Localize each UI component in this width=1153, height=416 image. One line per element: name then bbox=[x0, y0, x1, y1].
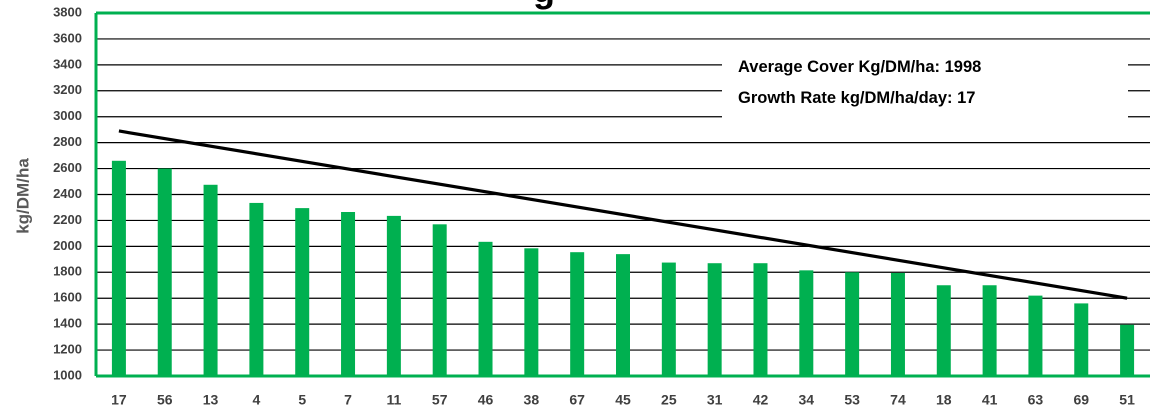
x-tick-label: 41 bbox=[982, 392, 998, 408]
plot-frame bbox=[94, 11, 1150, 378]
y-tick-label: 2000 bbox=[53, 238, 82, 253]
y-tick-label: 1600 bbox=[53, 290, 82, 305]
x-tick-label: 18 bbox=[936, 392, 952, 408]
bar bbox=[799, 270, 814, 376]
bar bbox=[295, 208, 310, 376]
chart-title-area: g bbox=[533, 0, 555, 10]
bar bbox=[753, 263, 768, 376]
x-tick-label: 57 bbox=[432, 392, 448, 408]
y-tick-label: 1400 bbox=[53, 316, 82, 331]
x-tick-label: 56 bbox=[157, 392, 173, 408]
bar bbox=[1120, 324, 1135, 376]
y-tick-label: 3600 bbox=[53, 30, 82, 45]
bar bbox=[570, 252, 585, 376]
bar bbox=[478, 241, 493, 376]
bar bbox=[707, 263, 722, 376]
bars bbox=[111, 160, 1135, 376]
bar bbox=[157, 168, 172, 376]
y-tick-label: 1200 bbox=[53, 342, 82, 357]
y-tick-label: 2400 bbox=[53, 186, 82, 201]
y-tick-label: 3000 bbox=[53, 108, 82, 123]
x-tick-label: 5 bbox=[298, 392, 306, 408]
x-tick-label: 67 bbox=[569, 392, 585, 408]
x-tick-label: 63 bbox=[1028, 392, 1044, 408]
x-tick-label: 4 bbox=[252, 392, 260, 408]
y-tick-label: 3400 bbox=[53, 56, 82, 71]
y-axis-label: kg/DM/ha bbox=[13, 158, 32, 234]
bar bbox=[249, 202, 264, 376]
x-tick-labels: 17 56 13 4 5 7 11 57 46 38 67 45 25 31 42 34 53 74 18 41 63 6… bbox=[111, 392, 1135, 408]
bar bbox=[890, 272, 905, 376]
x-tick-label: 17 bbox=[111, 392, 127, 408]
x-tick-label: 69 bbox=[1073, 392, 1089, 408]
trendline-layer bbox=[118, 129, 1128, 300]
y-tick-label: 3200 bbox=[53, 82, 82, 97]
y-tick-label: 2600 bbox=[53, 160, 82, 175]
bar bbox=[386, 215, 401, 376]
x-tick-label: 53 bbox=[844, 392, 860, 408]
bar bbox=[845, 272, 860, 376]
y-tick-labels: 1000 1200 1400 1600 1800 2000 2200 2400 2600 2800… bbox=[53, 4, 82, 382]
x-tick-label: 31 bbox=[707, 392, 723, 408]
bar bbox=[111, 160, 126, 376]
chart-title-fragment: g bbox=[533, 0, 555, 10]
x-tick-label: 11 bbox=[386, 392, 401, 408]
x-tick-label: 74 bbox=[890, 392, 906, 408]
bar bbox=[203, 184, 218, 376]
x-tick-label: 13 bbox=[203, 392, 219, 408]
y-tick-label: 3800 bbox=[53, 4, 82, 19]
y-tick-label: 2200 bbox=[53, 212, 82, 227]
x-tick-label: 34 bbox=[799, 392, 815, 408]
bar bbox=[432, 224, 447, 376]
y-tick-label: 1000 bbox=[53, 367, 82, 382]
trendline bbox=[118, 129, 1128, 300]
y-tick-label: 1800 bbox=[53, 264, 82, 279]
x-tick-label: 45 bbox=[615, 392, 631, 408]
y-tick-label: 2800 bbox=[53, 134, 82, 149]
bar bbox=[341, 212, 356, 376]
x-tick-label: 38 bbox=[524, 392, 540, 408]
summary-box-background bbox=[722, 42, 1128, 120]
summary-box: Average Cover Kg/DM/ha: 1998 Growth Rate… bbox=[722, 42, 1128, 120]
bar bbox=[524, 248, 539, 376]
bar bbox=[982, 285, 997, 376]
x-tick-label: 51 bbox=[1119, 392, 1135, 408]
bar bbox=[1028, 295, 1043, 376]
average-cover-text: Average Cover Kg/DM/ha: 1998 bbox=[738, 58, 981, 76]
bar bbox=[1074, 303, 1089, 376]
x-tick-label: 25 bbox=[661, 392, 677, 408]
growth-rate-text: Growth Rate kg/DM/ha/day: 17 bbox=[738, 89, 975, 107]
bar bbox=[661, 262, 676, 376]
x-tick-label: 46 bbox=[478, 392, 494, 408]
bar bbox=[936, 285, 951, 376]
bar bbox=[616, 254, 630, 376]
x-tick-label: 42 bbox=[753, 392, 769, 408]
x-tick-label: 7 bbox=[344, 392, 352, 408]
